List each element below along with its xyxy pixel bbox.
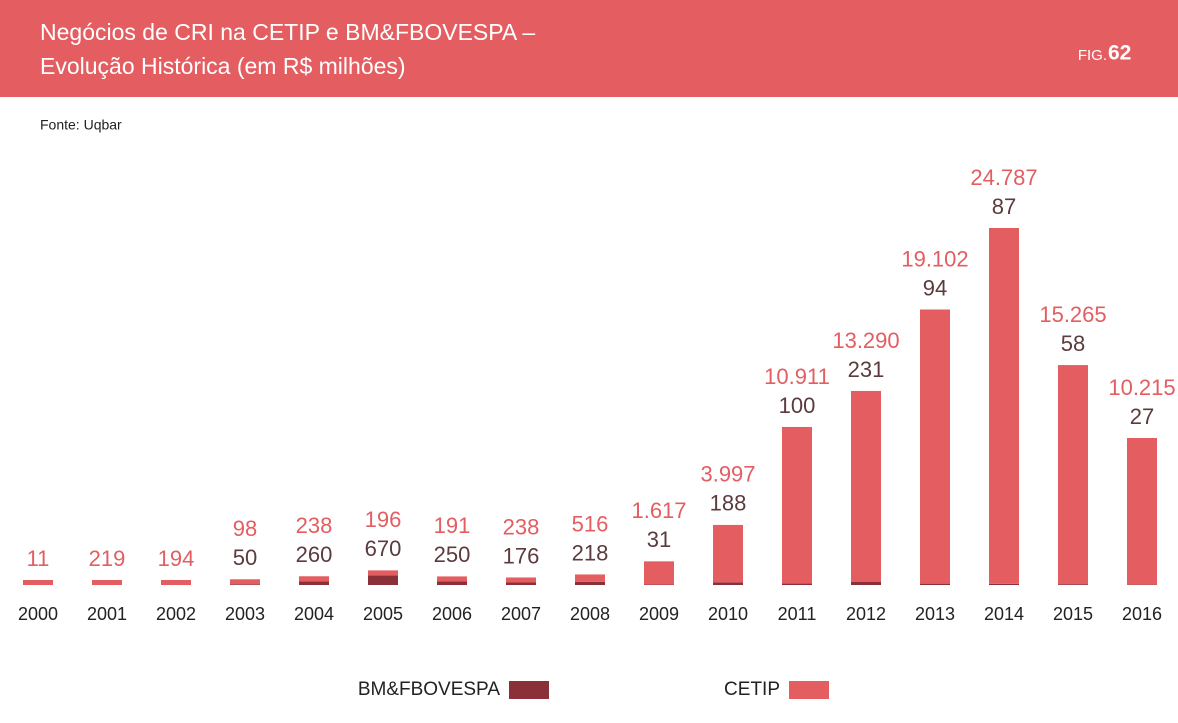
title-line: Evolução Histórica (em R$ milhões) — [40, 53, 406, 79]
data-label: 516 — [572, 511, 609, 536]
header-band — [0, 0, 1178, 97]
x-tick-label: 2008 — [570, 604, 610, 624]
bar-segment — [644, 561, 674, 585]
bar-segment — [989, 228, 1019, 584]
bar-segment — [851, 581, 881, 585]
bar-segment — [1058, 365, 1088, 585]
data-label: 3.997 — [700, 462, 755, 487]
x-tick-label: 2010 — [708, 604, 748, 624]
bar-segment — [1058, 584, 1088, 585]
x-tick-label: 2006 — [432, 604, 472, 624]
data-label: 94 — [923, 275, 947, 300]
x-tick-label: 2014 — [984, 604, 1024, 624]
bar-segment — [506, 577, 536, 583]
bar-segment — [989, 583, 1019, 585]
legend-label: BM&FBOVESPA — [358, 679, 501, 700]
bar-segment — [23, 580, 53, 585]
data-label: 196 — [365, 507, 402, 532]
x-tick-label: 2003 — [225, 604, 265, 624]
bar-segment — [851, 390, 881, 582]
data-label: 238 — [296, 513, 333, 538]
x-tick-label: 2013 — [915, 604, 955, 624]
x-tick-label: 2009 — [639, 604, 679, 624]
data-label: 19.102 — [901, 246, 968, 271]
fig-prefix: FIG. — [1078, 47, 1107, 64]
data-label: 10.215 — [1108, 375, 1175, 400]
x-tick-label: 2007 — [501, 604, 541, 624]
x-tick-label: 2001 — [87, 604, 127, 624]
data-label: 58 — [1061, 331, 1085, 356]
data-label: 100 — [779, 393, 816, 418]
bar-segment — [713, 582, 743, 585]
data-label: 24.787 — [970, 165, 1037, 190]
bar-segment — [782, 426, 812, 584]
x-tick-label: 2012 — [846, 604, 886, 624]
x-tick-label: 2005 — [363, 604, 403, 624]
x-tick-label: 2016 — [1122, 604, 1162, 624]
legend-label: CETIP — [724, 679, 780, 700]
data-label: 27 — [1130, 404, 1154, 429]
source: Fonte: Uqbar — [40, 117, 122, 133]
x-tick-label: 2015 — [1053, 604, 1093, 624]
bar-segment — [230, 584, 260, 585]
bar-segment — [782, 583, 812, 585]
bar-segment — [575, 574, 605, 582]
bar-segment — [506, 582, 536, 585]
legend-swatch — [789, 681, 829, 699]
bar-segment — [437, 581, 467, 585]
data-label: 176 — [503, 543, 540, 568]
data-label: 1.617 — [631, 498, 686, 523]
x-tick-label: 2011 — [778, 604, 817, 624]
data-label: 238 — [503, 514, 540, 539]
bar-segment — [230, 579, 260, 585]
bar-segment — [368, 575, 398, 585]
data-label: 31 — [647, 527, 671, 552]
data-label: 250 — [434, 542, 471, 567]
bar-segment — [437, 576, 467, 582]
data-label: 15.265 — [1039, 302, 1106, 327]
data-label: 670 — [365, 536, 402, 561]
bar-segment — [1127, 438, 1157, 585]
bar-segment — [92, 580, 122, 585]
bar-segment — [161, 580, 191, 585]
data-label: 260 — [296, 542, 333, 567]
bar-segment — [368, 570, 398, 576]
data-label: 11 — [27, 546, 50, 571]
fig-number: 62 — [1108, 42, 1131, 65]
title-line: Negócios de CRI na CETIP e BM&FBOVESPA – — [40, 19, 535, 45]
x-tick-label: 2002 — [156, 604, 196, 624]
bar-segment — [299, 576, 329, 582]
data-label: 50 — [233, 545, 257, 570]
bar-segment — [713, 524, 743, 583]
x-tick-label: 2004 — [294, 604, 334, 624]
bar-segment — [920, 583, 950, 585]
data-label: 10.911 — [764, 364, 830, 389]
data-label: 13.290 — [832, 328, 899, 353]
bar-segment — [575, 581, 605, 585]
data-label: 191 — [434, 513, 471, 538]
x-tick-label: 2000 — [18, 604, 58, 624]
data-label: 194 — [158, 546, 195, 571]
data-label: 87 — [992, 194, 1016, 219]
data-label: 188 — [710, 491, 747, 516]
legend-swatch — [509, 681, 549, 699]
bar-segment — [920, 309, 950, 584]
data-label: 219 — [89, 546, 126, 571]
data-label: 231 — [848, 357, 885, 382]
data-label: 218 — [572, 540, 609, 565]
data-label: 98 — [233, 516, 257, 541]
bar-segment — [299, 581, 329, 585]
